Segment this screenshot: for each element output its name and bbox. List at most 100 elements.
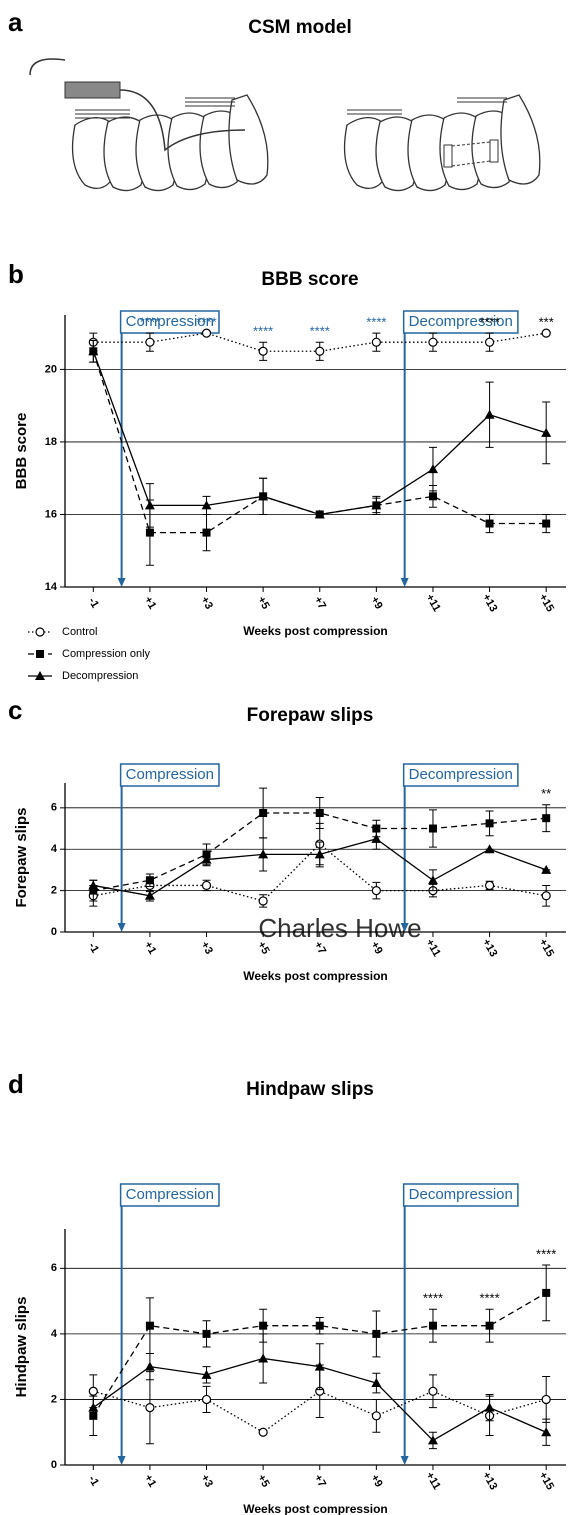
marker <box>541 328 551 338</box>
marker <box>145 1403 155 1413</box>
marker <box>88 1386 98 1396</box>
x-tick-label: +5 <box>255 940 272 957</box>
x-tick-label: +11 <box>423 937 442 959</box>
event-arrowhead <box>400 923 409 932</box>
y-tick-label: 16 <box>45 508 57 520</box>
marker <box>202 528 211 537</box>
significance-label: **** <box>196 315 216 330</box>
x-tick-label: +3 <box>198 1473 215 1490</box>
chart: d Hindpaw slips 0 2 4 6 -1 +1 +3 +5 +7 +9 +11 +13 +15 W… <box>8 1069 566 1515</box>
marker <box>258 491 269 501</box>
legend-label: Decompression <box>62 670 138 682</box>
significance-label: **** <box>366 315 386 330</box>
marker <box>202 1329 211 1338</box>
marker <box>201 1369 212 1379</box>
chart-title: Forepaw slips <box>247 705 374 726</box>
x-tick-label: +15 <box>536 1470 556 1492</box>
marker <box>371 1411 381 1421</box>
y-axis-label: Hindpaw slips <box>13 1297 30 1398</box>
y-tick-label: 2 <box>51 1393 57 1405</box>
event-arrowhead <box>400 1456 409 1465</box>
marker <box>258 346 268 356</box>
y-tick-label: 0 <box>51 926 57 938</box>
marker <box>145 876 154 885</box>
y-tick-label: 20 <box>45 363 57 375</box>
y-tick-label: 2 <box>51 885 57 897</box>
significance-label: *** <box>539 315 554 330</box>
marker <box>314 849 325 859</box>
significance-label: **** <box>253 324 273 339</box>
marker <box>314 509 325 519</box>
significance-label: **** <box>423 1291 443 1306</box>
series-line <box>93 1390 547 1433</box>
event-box <box>119 1183 220 1207</box>
y-axis-label: BBB score <box>13 413 30 490</box>
marker <box>428 492 437 501</box>
x-tick-label: +5 <box>255 1473 272 1490</box>
marker <box>201 854 212 864</box>
y-tick-label: 18 <box>45 436 57 448</box>
marker <box>201 1394 212 1405</box>
marker <box>541 1394 551 1405</box>
x-tick-label: +9 <box>368 595 385 612</box>
marker <box>88 346 99 356</box>
marker <box>88 1402 99 1412</box>
series-line <box>92 351 547 516</box>
y-tick-label: 4 <box>51 843 58 855</box>
marker <box>315 346 325 356</box>
marker <box>541 864 552 874</box>
marker <box>428 824 437 833</box>
legend-label: Compression only <box>62 648 151 660</box>
y-tick-label: 0 <box>51 1459 57 1471</box>
significance-label: **** <box>479 1291 499 1306</box>
x-tick-label: +1 <box>142 595 159 612</box>
x-tick-label: +7 <box>311 595 328 612</box>
x-tick-label: +9 <box>368 940 385 957</box>
panel-label: c <box>8 695 22 725</box>
legend-marker <box>35 627 45 637</box>
legend-label: Control <box>62 626 97 638</box>
x-tick-label: +15 <box>536 937 556 959</box>
vertebrae-left <box>29 58 269 192</box>
x-tick-label: +13 <box>480 937 500 959</box>
marker <box>541 891 551 901</box>
marker <box>201 328 212 338</box>
event-box <box>402 763 519 787</box>
event-box <box>119 763 220 787</box>
y-tick-label: 6 <box>51 802 57 814</box>
x-tick-label: +3 <box>198 595 215 612</box>
chart: b BBB score 14 16 18 20 -1 +1 +3 +5 +7 +9 +11 +13 +15 W… <box>8 259 566 682</box>
event-label: Compression <box>126 1186 214 1203</box>
y-axis-label: Forepaw slips <box>13 807 30 907</box>
marker <box>371 833 382 843</box>
marker <box>427 1435 438 1445</box>
y-tick-label: 14 <box>45 581 58 593</box>
marker <box>88 880 99 890</box>
marker <box>371 1378 382 1388</box>
marker <box>371 337 381 347</box>
x-tick-label: +7 <box>311 940 328 957</box>
marker <box>259 1321 268 1330</box>
x-tick-label: +9 <box>368 1473 385 1490</box>
x-tick-label: +7 <box>311 1473 328 1490</box>
marker <box>428 1321 437 1330</box>
series-line <box>92 1292 547 1417</box>
marker <box>484 844 495 854</box>
marker <box>258 896 268 906</box>
marker <box>427 464 438 474</box>
event-box <box>119 310 220 334</box>
event-label: Decompression <box>409 1186 513 1203</box>
marker <box>144 890 155 900</box>
marker <box>314 1361 325 1371</box>
marker <box>484 337 495 347</box>
legend-marker <box>35 671 45 680</box>
significance-label: **** <box>536 1246 556 1261</box>
event-label: Compression <box>126 766 214 783</box>
x-tick-label: +13 <box>480 1470 500 1492</box>
x-tick-label: +15 <box>536 592 556 614</box>
watermark: Charles Howe <box>258 913 421 943</box>
y-tick-label: 6 <box>51 1262 57 1274</box>
marker <box>315 809 324 818</box>
marker <box>542 814 551 823</box>
